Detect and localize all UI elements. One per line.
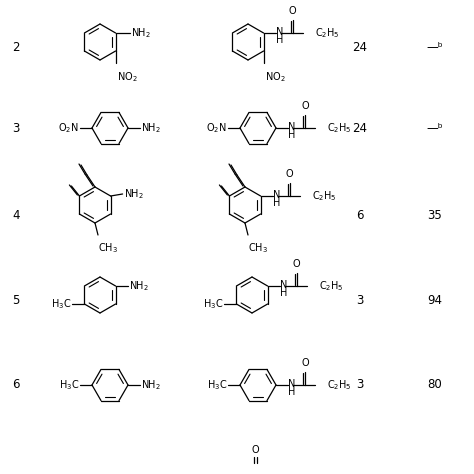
Text: C$_2$H$_5$: C$_2$H$_5$	[327, 121, 352, 135]
Text: C$_2$H$_5$: C$_2$H$_5$	[315, 26, 339, 40]
Text: NO$_2$: NO$_2$	[264, 70, 285, 84]
Text: O$_2$N: O$_2$N	[58, 121, 79, 135]
Text: NH$_2$: NH$_2$	[141, 121, 161, 135]
Text: 3: 3	[356, 379, 364, 392]
Text: O: O	[301, 358, 309, 368]
Text: H$_3$C: H$_3$C	[203, 297, 223, 311]
Text: 35: 35	[428, 209, 442, 221]
Text: H: H	[275, 35, 283, 45]
Text: C$_2$H$_5$: C$_2$H$_5$	[311, 189, 337, 203]
Text: O$_2$N: O$_2$N	[206, 121, 227, 135]
Text: 6: 6	[356, 209, 364, 221]
Text: H: H	[288, 130, 295, 140]
Text: O: O	[251, 445, 259, 455]
Text: —ᵇ: —ᵇ	[427, 40, 443, 54]
Text: 24: 24	[353, 121, 367, 135]
Text: 5: 5	[12, 293, 19, 307]
Text: O: O	[301, 101, 309, 111]
Text: C$_2$H$_5$: C$_2$H$_5$	[327, 378, 352, 392]
Text: NH$_2$: NH$_2$	[124, 187, 144, 201]
Text: 94: 94	[428, 293, 443, 307]
Text: C$_2$H$_5$: C$_2$H$_5$	[319, 279, 343, 293]
Text: N: N	[273, 190, 280, 200]
Text: 24: 24	[353, 40, 367, 54]
Text: N: N	[288, 379, 295, 389]
Text: 3: 3	[12, 121, 19, 135]
Text: NH$_2$: NH$_2$	[141, 378, 161, 392]
Text: H: H	[273, 198, 280, 208]
Text: 4: 4	[12, 209, 19, 221]
Text: O: O	[289, 6, 296, 16]
Text: CH$_3$: CH$_3$	[98, 241, 118, 255]
Text: NH$_2$: NH$_2$	[128, 279, 148, 293]
Text: H$_3$C: H$_3$C	[207, 378, 227, 392]
Text: NH$_2$: NH$_2$	[131, 26, 150, 40]
Text: N: N	[288, 122, 295, 132]
Text: 6: 6	[12, 379, 19, 392]
Text: N: N	[275, 27, 283, 37]
Text: O: O	[293, 259, 301, 269]
Text: 2: 2	[12, 40, 19, 54]
Text: H$_3$C: H$_3$C	[51, 297, 72, 311]
Text: NO$_2$: NO$_2$	[117, 70, 137, 84]
Text: —ᵇ: —ᵇ	[427, 121, 443, 135]
Text: H: H	[288, 387, 295, 397]
Text: H$_3$C: H$_3$C	[59, 378, 79, 392]
Text: H: H	[280, 288, 287, 298]
Text: 3: 3	[356, 293, 364, 307]
Text: 80: 80	[428, 379, 442, 392]
Text: N: N	[280, 280, 287, 290]
Text: CH$_3$: CH$_3$	[248, 241, 268, 255]
Text: O: O	[286, 169, 293, 179]
